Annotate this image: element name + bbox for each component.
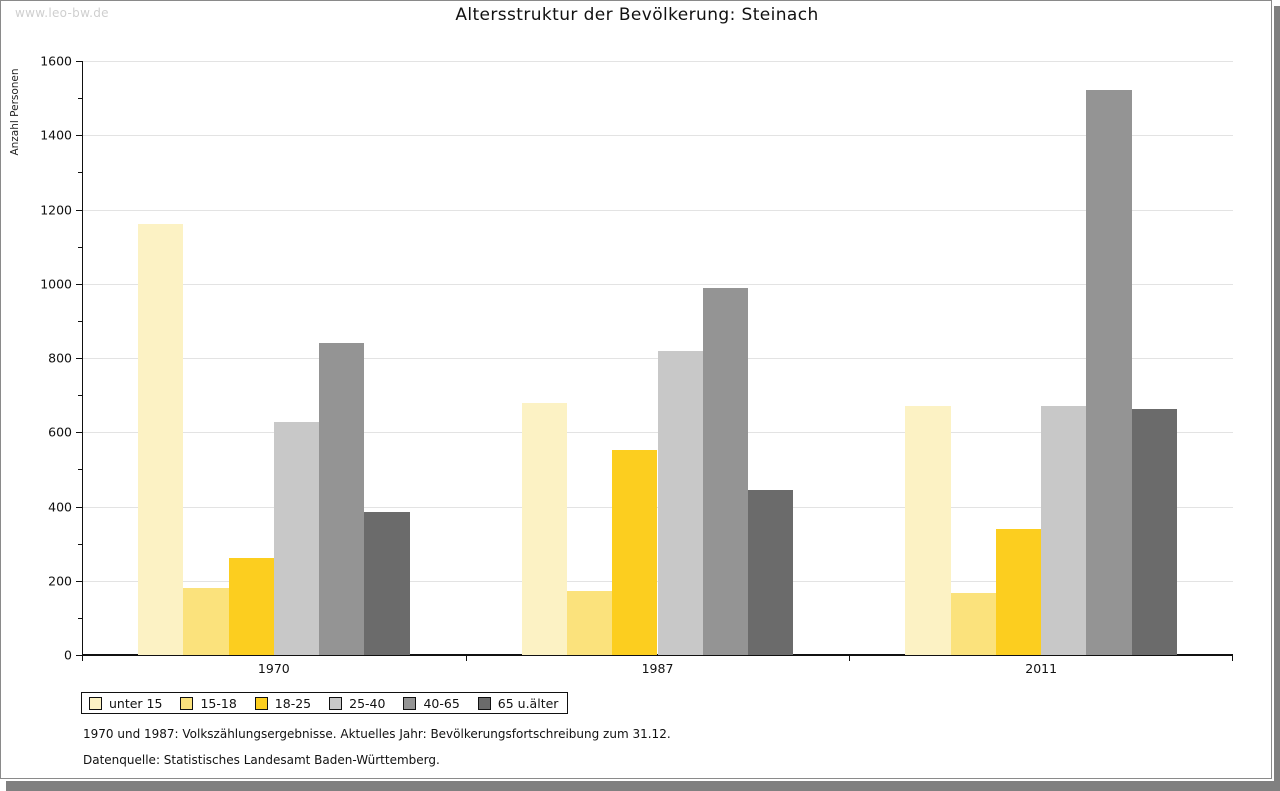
x-tick [1232, 655, 1233, 661]
x-tick-label-1987: 1987 [641, 661, 674, 676]
bar [183, 588, 229, 655]
chart-legend: unter 15 15-18 18-25 25-40 40-65 65 u.älter [81, 692, 569, 714]
window-shadow-right [1274, 6, 1280, 785]
y-tick-major [76, 61, 82, 62]
y-tick-minor [78, 469, 82, 471]
bar [521, 402, 567, 655]
y-tick-label: 800 [48, 350, 72, 366]
y-tick-label: 600 [48, 424, 72, 440]
y-tick-major [76, 580, 82, 582]
legend-item[interactable]: 15-18 [180, 695, 237, 711]
bar [1086, 90, 1132, 655]
legend-label: 40-65 [423, 695, 460, 711]
gridline [83, 61, 1233, 62]
y-tick-major [76, 209, 82, 211]
y-tick-major [76, 135, 82, 137]
legend-item[interactable]: 25-40 [329, 696, 385, 711]
y-tick-label: 0 [64, 647, 72, 663]
bar [273, 422, 320, 655]
bar [702, 288, 749, 655]
gridline [83, 209, 1233, 211]
legend-item[interactable]: 40-65 [403, 695, 460, 711]
bar [319, 342, 365, 655]
y-tick-minor [78, 320, 82, 322]
legend-label: 15-18 [200, 695, 237, 711]
legend-item[interactable]: 65 u.älter [477, 695, 559, 711]
bar [612, 450, 658, 655]
y-axis-line [82, 61, 83, 655]
plot-area: 1970 1987 2011 [76, 61, 1233, 676]
y-tick-minor [78, 617, 82, 619]
legend-swatch-icon [477, 696, 491, 710]
x-tick-label-1970: 1970 [257, 661, 290, 676]
bar [748, 490, 794, 655]
bar [1131, 408, 1178, 655]
y-tick-label: 1400 [40, 127, 72, 143]
bar [228, 558, 274, 655]
legend-swatch-icon [180, 696, 194, 710]
y-tick-major [76, 432, 82, 434]
bar [950, 593, 996, 655]
legend-swatch-icon [329, 696, 343, 710]
legend-swatch-icon [403, 696, 417, 710]
footnote-data-source: Datenquelle: Statistisches Landesamt Bad… [83, 753, 440, 767]
window-shadow-bottom [6, 781, 1280, 791]
y-tick-label: 1000 [40, 276, 72, 292]
bar [995, 529, 1042, 655]
footnote-source-note: 1970 und 1987: Volkszählungsergebnisse. … [83, 727, 671, 741]
x-tick [82, 655, 83, 661]
x-tick-label-2011: 2011 [1025, 661, 1058, 676]
y-tick-minor [78, 98, 82, 100]
legend-label: 65 u.älter [497, 695, 559, 711]
x-tick [465, 655, 467, 661]
legend-item[interactable]: unter 15 [89, 696, 162, 711]
y-tick-minor [78, 246, 82, 248]
y-tick-major [76, 358, 82, 359]
y-tick-label: 400 [48, 499, 72, 514]
y-tick-major [76, 506, 82, 508]
x-tick [849, 655, 851, 661]
legend-label: 18-25 [274, 695, 312, 711]
y-axis-tick-labels: 0 200 400 600 800 1000 1200 1400 1600 [1, 54, 73, 663]
gridline [83, 135, 1233, 137]
bar [905, 406, 951, 655]
y-tick-minor [78, 172, 82, 174]
watermark: www.leo-bw.de [15, 6, 109, 20]
legend-item[interactable]: 18-25 [254, 695, 312, 711]
gridline [83, 283, 1233, 285]
y-tick-label: 1200 [40, 202, 72, 217]
chart-frame: www.leo-bw.de Altersstruktur der Bevölke… [0, 0, 1272, 779]
y-tick-label: 200 [48, 573, 72, 589]
y-tick-minor [78, 395, 82, 397]
bar [1041, 406, 1087, 655]
y-tick-major [76, 283, 82, 285]
bar [566, 591, 613, 655]
bar [137, 224, 184, 655]
y-tick-minor [78, 543, 82, 545]
bar [657, 351, 703, 655]
legend-swatch-icon [89, 696, 102, 710]
legend-swatch-icon [254, 696, 268, 710]
bar [364, 512, 410, 655]
y-tick-label: 1600 [40, 53, 72, 69]
legend-label: unter 15 [109, 695, 163, 711]
y-tick-major [76, 655, 82, 656]
page-title: Altersstruktur der Bevölkerung: Steinach [455, 5, 819, 25]
legend-label: 25-40 [349, 695, 386, 711]
